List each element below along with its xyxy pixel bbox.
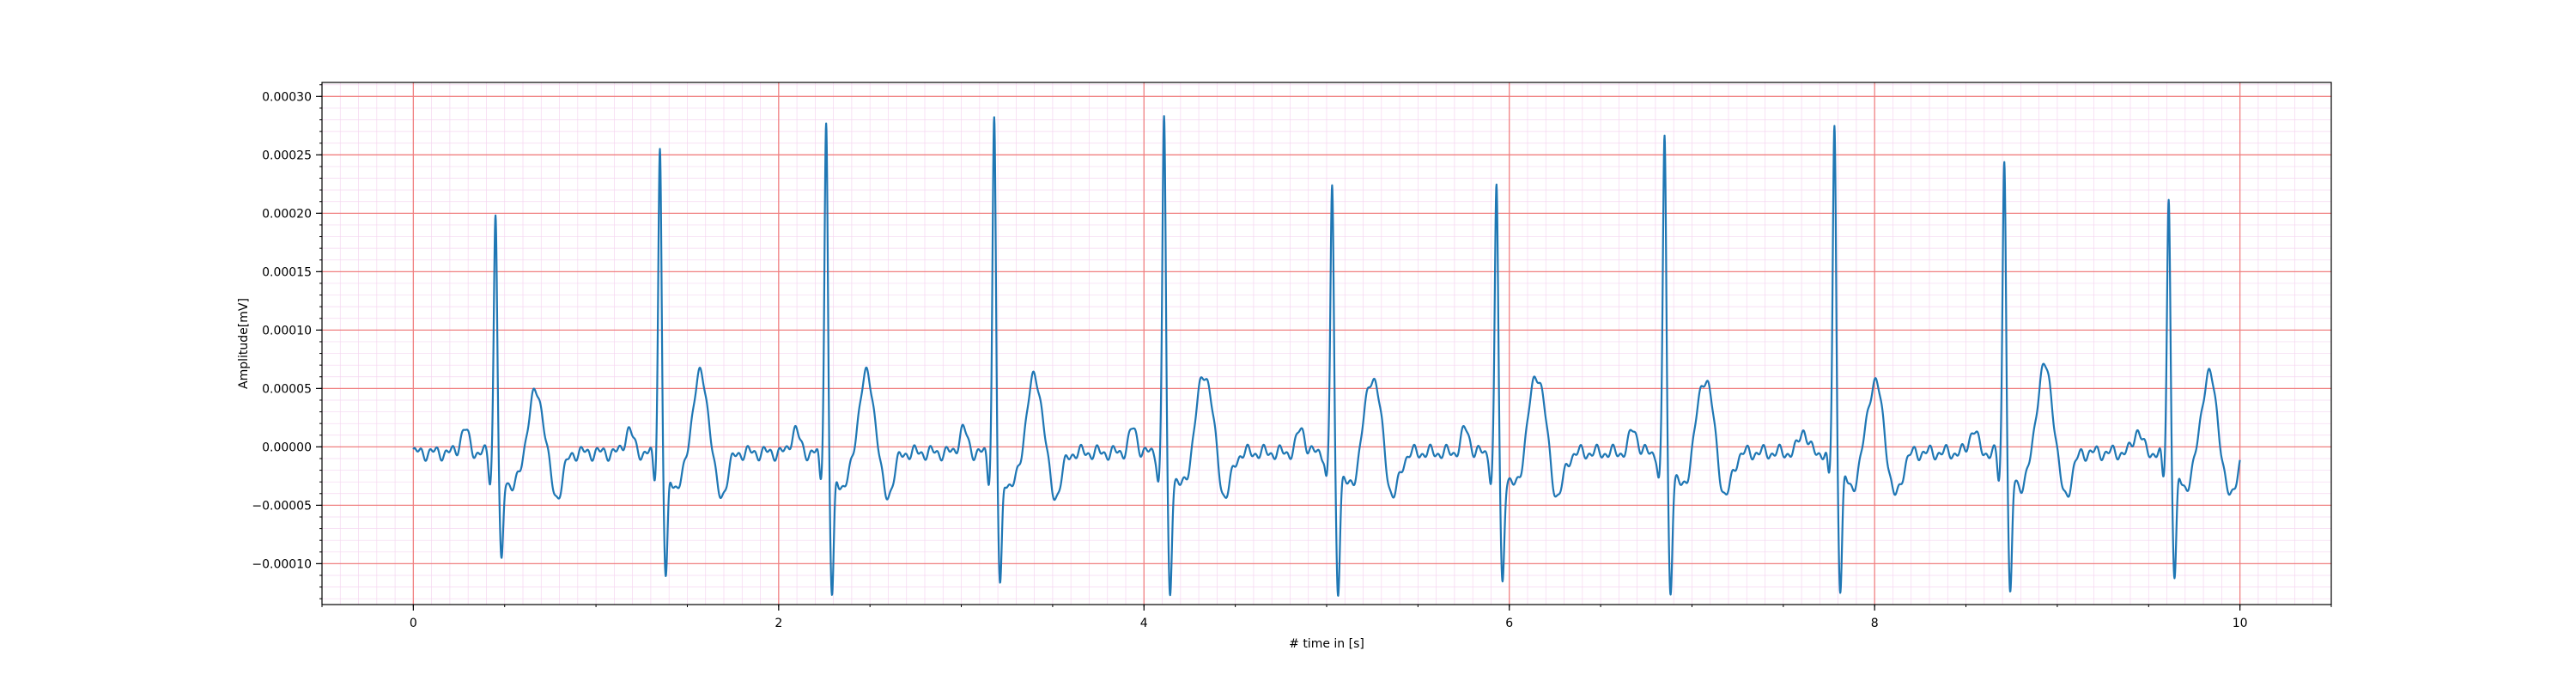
y-axis: −0.00010 −0.00005 0.00000 0.00005 0.00010 0.0… [252,84,322,599]
x-axis: 0 2 4 6 8 10 [321,605,2332,630]
y-tick-label: 0.00000 [262,441,312,454]
x-axis-label: # time in [s] [1289,637,1364,651]
minor-grid [321,82,2332,605]
y-tick-label: 0.00005 [262,382,312,396]
x-tick-label: 2 [775,617,782,630]
y-tick-label: −0.00005 [252,499,312,513]
x-tick-label: 10 [2233,617,2248,630]
y-tick-label: 0.00020 [262,207,312,221]
y-tick-label: 0.00015 [262,265,312,279]
y-tick-label: 0.00030 [262,90,312,104]
x-tick-label: 4 [1140,617,1148,630]
series-line [412,115,2241,597]
x-tick-label: 0 [410,617,417,630]
x-tick-label: 8 [1871,617,1879,630]
y-tick-label: 0.00025 [262,149,312,162]
x-tick-label: 6 [1505,617,1513,630]
y-tick-label: 0.00010 [262,324,312,337]
y-tick-label: −0.00010 [252,557,312,571]
y-axis-label: Amplitude[mV] [237,298,251,389]
